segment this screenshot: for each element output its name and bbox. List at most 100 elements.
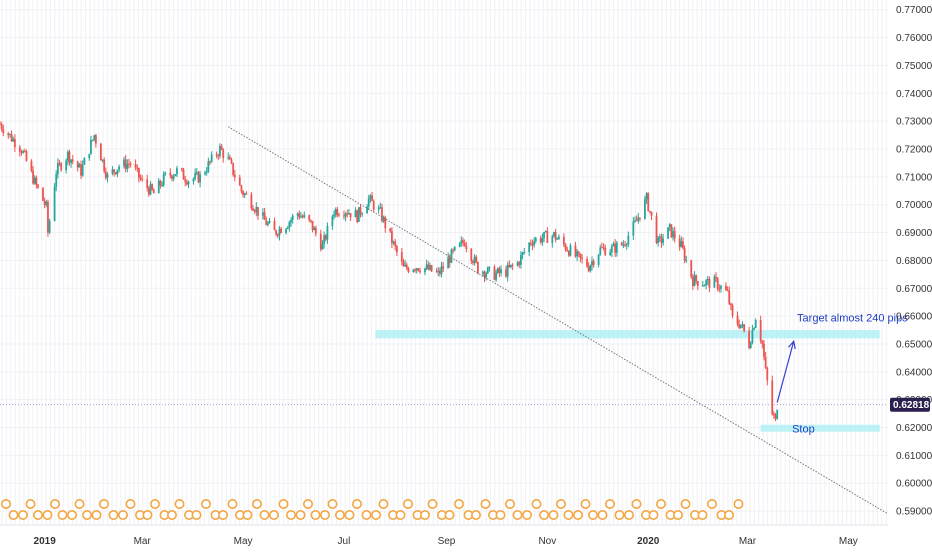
candle-body (268, 220, 271, 223)
time-tick-label: May (234, 536, 253, 547)
candle-body (48, 220, 51, 233)
candle-body (313, 227, 316, 231)
event-icon (531, 498, 542, 509)
candle-body (275, 230, 278, 235)
candle-body (452, 249, 454, 251)
candle-body (83, 158, 86, 165)
event-icon (42, 509, 53, 520)
candle-body (508, 264, 511, 267)
event-icon (706, 498, 717, 509)
candle-body (670, 224, 673, 238)
trendline (227, 126, 889, 515)
candle-body (657, 237, 660, 244)
event-icon (1, 498, 11, 509)
candle-body (498, 268, 501, 274)
candle-body (9, 133, 11, 136)
event-icon (268, 509, 279, 520)
candle-body (136, 167, 139, 169)
price-tick-label: 0.69000 (896, 228, 932, 239)
candle-body (739, 324, 742, 328)
candle-body (230, 159, 233, 163)
candle-body (450, 249, 453, 263)
candle-body (614, 243, 617, 253)
candle-body (500, 269, 502, 274)
event-icon (344, 509, 355, 520)
time-axis[interactable]: 2019 Mar May Jul Sep Nov 2020 Mar May (0, 524, 888, 547)
candle-body (546, 231, 549, 243)
event-icon (25, 498, 36, 509)
candle-body (209, 161, 211, 163)
candle-body (187, 181, 190, 185)
candle-body (521, 252, 524, 256)
candle-body (519, 255, 522, 265)
event-icon (174, 498, 185, 509)
candle-body (438, 270, 441, 274)
candle-body (263, 212, 266, 220)
event-icon (395, 509, 406, 520)
event-icon (49, 498, 60, 509)
candles-layer (0, 121, 779, 422)
candle-body (197, 172, 200, 183)
candle-body (266, 222, 269, 225)
last-price-badge (890, 397, 930, 412)
candle-body (361, 213, 364, 215)
candle-body (412, 269, 415, 272)
candle-body (43, 200, 46, 206)
candle-body (276, 234, 279, 236)
candle-body (146, 179, 149, 188)
event-icon (74, 498, 85, 509)
candle-body (567, 251, 570, 256)
event-icon (572, 509, 583, 520)
event-icon (242, 509, 253, 520)
candle-body (240, 185, 243, 192)
candle-body (338, 215, 340, 217)
candle-body (321, 243, 324, 250)
candle-body (195, 172, 198, 174)
candle-body (70, 159, 73, 163)
candle-body (207, 161, 210, 172)
candle-body (71, 159, 74, 162)
candle-body (587, 266, 590, 271)
event-icon (227, 498, 238, 509)
price-tick-label: 0.72000 (896, 145, 932, 156)
candle-body (215, 154, 218, 156)
candle-body (447, 257, 450, 269)
candle-body (415, 268, 418, 271)
candle-body (639, 217, 641, 219)
candle-body (20, 151, 23, 153)
candle-body (205, 171, 208, 173)
candle-body (7, 133, 10, 136)
last-price-label: 0.62818 (893, 400, 930, 411)
candle-body (435, 271, 438, 273)
candle-body (728, 290, 731, 304)
candle-body (55, 174, 58, 187)
candle-body (706, 278, 709, 281)
candle-body (192, 178, 195, 182)
candle-body (749, 343, 752, 348)
candle-body (741, 324, 744, 326)
event-icon (278, 498, 289, 509)
candle-body (324, 235, 327, 240)
event-icon (733, 498, 744, 509)
candle-body (238, 177, 241, 186)
target-annotation-label[interactable]: Target almost 240 pips (797, 313, 908, 325)
candle-body (691, 276, 694, 287)
candle-body (33, 177, 36, 184)
candle-body (76, 161, 79, 168)
candle-body (210, 154, 213, 162)
candle-body (753, 327, 755, 330)
candle-body (157, 180, 160, 194)
candle-body (184, 179, 187, 182)
candle-body (22, 151, 25, 153)
candle-body (56, 163, 59, 175)
event-icon (538, 509, 549, 520)
candle-body (349, 213, 352, 218)
candle-body (402, 261, 405, 267)
candle-body (772, 413, 775, 416)
candle-body (766, 367, 769, 381)
stop-annotation-label[interactable]: Stop (792, 423, 815, 435)
event-icon (351, 498, 362, 509)
candle-body (81, 164, 84, 176)
